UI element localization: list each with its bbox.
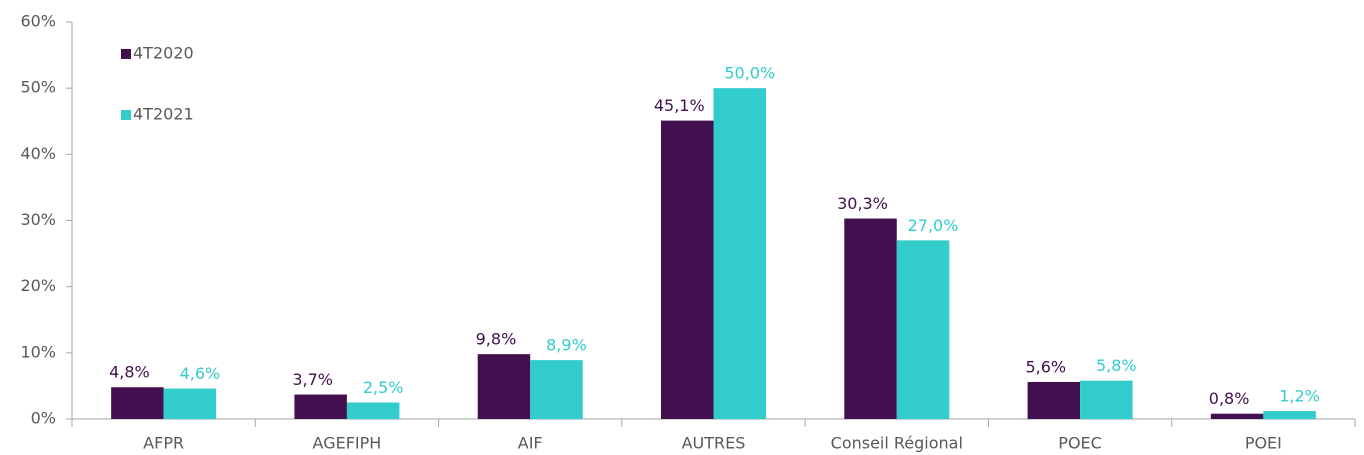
bar [163, 388, 217, 419]
value-label: 2,5% [363, 378, 404, 397]
value-label: 8,9% [546, 336, 587, 355]
value-label: 0,8% [1209, 389, 1250, 408]
legend-swatch [121, 110, 131, 120]
x-tick-label: AGEFIPH [313, 434, 382, 453]
y-tick-label: 30% [20, 210, 56, 229]
bar [713, 88, 766, 420]
value-label: 4,6% [180, 364, 221, 383]
x-tick-label: AIF [518, 434, 543, 453]
y-tick-label: 20% [20, 276, 56, 295]
x-tick-label: POEI [1245, 434, 1282, 453]
bar [111, 387, 164, 419]
value-label: 50,0% [724, 64, 775, 83]
x-tick-label: AFPR [143, 434, 184, 453]
value-label: 3,7% [292, 370, 333, 389]
y-tick-label: 10% [20, 342, 56, 361]
y-tick-label: 60% [20, 12, 56, 31]
y-tick-label: 50% [20, 78, 56, 97]
value-label: 27,0% [908, 216, 959, 235]
value-label: 30,3% [837, 194, 888, 213]
bar [1027, 381, 1081, 419]
legend-swatch [121, 49, 131, 59]
value-label: 5,6% [1025, 357, 1066, 376]
value-label: 4,8% [109, 363, 150, 382]
x-tick-label: POEC [1058, 434, 1102, 453]
bar [661, 120, 714, 420]
bar [346, 402, 400, 419]
value-label: 45,1% [654, 96, 705, 115]
bar [1263, 411, 1316, 419]
bar [844, 218, 897, 419]
x-tick-label: AUTRES [682, 434, 746, 453]
value-label: 1,2% [1279, 387, 1320, 406]
bar [530, 360, 583, 419]
bar [1080, 380, 1133, 419]
y-tick-label: 40% [20, 144, 56, 163]
value-label: 9,8% [476, 330, 517, 349]
bar [477, 354, 531, 419]
bar [896, 240, 950, 419]
x-tick-label: Conseil Régional [831, 434, 963, 453]
y-tick-label: 0% [31, 409, 56, 428]
legend-label: 4T2021 [133, 105, 194, 124]
bar [294, 394, 347, 419]
bar [1210, 413, 1264, 419]
legend-label: 4T2020 [133, 44, 194, 63]
value-label: 5,8% [1096, 356, 1137, 375]
